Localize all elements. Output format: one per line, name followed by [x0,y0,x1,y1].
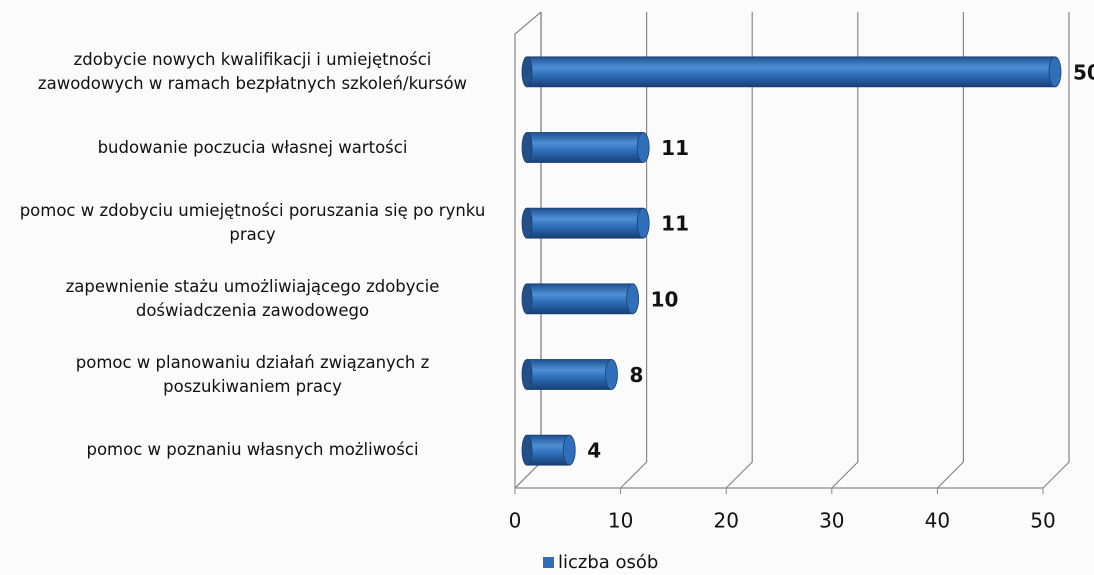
legend-label: liczba osób [558,552,658,573]
data-label: 11 [661,136,689,160]
bar-cap [1048,56,1062,88]
bar-body [526,132,644,163]
bar [521,359,618,390]
bar-cap-left [521,56,533,88]
x-tick-label: 10 [608,509,633,533]
bar-body [526,207,644,239]
bar-cap-left [521,359,533,390]
bar [521,283,639,315]
grid-line [936,12,964,489]
bar-cap [626,283,639,315]
bar-cap-left [521,283,533,315]
bar-cap-left [521,207,533,239]
grid-line [1042,12,1070,489]
bar-body [526,283,633,315]
grid-line [831,12,859,489]
data-label: 10 [651,287,679,311]
grid-line [725,12,753,489]
bar-cap-left [521,132,533,163]
category-label: zapewnienie stażu umożliwiającego zdobyc… [65,276,440,320]
bar-cap [605,359,618,390]
legend-swatch [543,557,554,568]
bar-body [526,434,570,466]
bar [521,434,576,466]
x-tick-label: 0 [509,509,522,533]
x-tick-label: 20 [713,509,738,533]
data-label: 4 [587,439,601,463]
bar-cap [562,434,576,466]
bar-body [526,359,612,390]
bar [521,132,650,163]
category-label: pomoc w zdobyciu umiejętności poruszania… [19,201,486,245]
bar-body [526,56,1056,88]
x-tick-label: 30 [819,509,844,533]
bar-cap [636,207,650,239]
data-label: 8 [629,363,643,387]
data-label: 50 [1073,60,1094,84]
grid-line [620,12,648,489]
category-label: budowanie poczucia własnej wartości [97,137,408,157]
data-label: 11 [661,212,689,236]
bar-cap [636,132,650,163]
x-tick-label: 40 [925,509,950,533]
bar [521,207,650,239]
bar-cap-left [521,434,533,466]
category-label: pomoc w planowaniu działań związanych z … [75,352,430,396]
category-label: pomoc w poznaniu własnych możliwości [86,440,419,460]
bar [521,56,1062,88]
x-tick-label: 50 [1030,509,1055,533]
category-label: zdobycie nowych kwalifikacji i umiejętno… [37,49,468,93]
